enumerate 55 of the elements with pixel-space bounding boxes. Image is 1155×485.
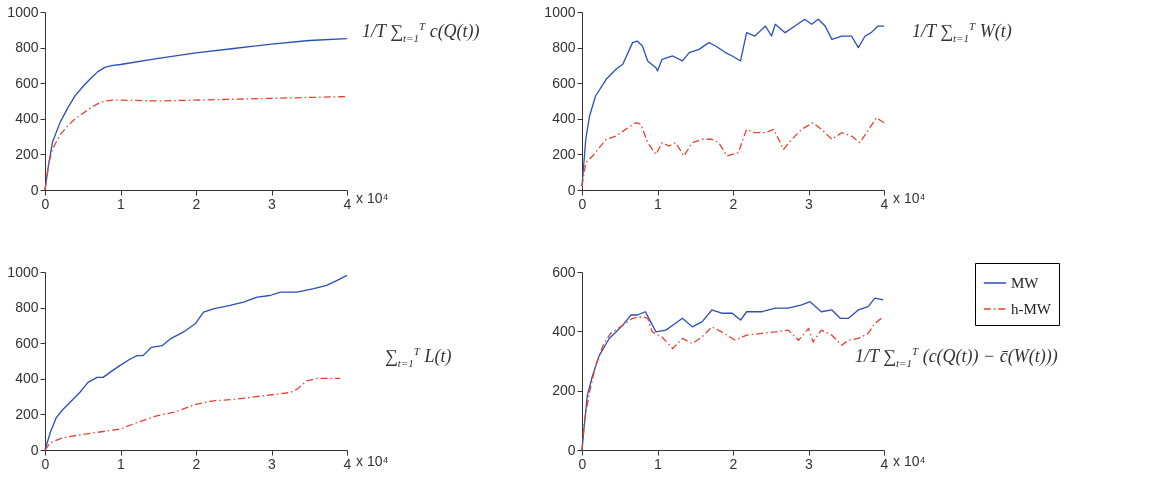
x-tick-label: 1 [117, 195, 126, 212]
x-tick-label: 2 [192, 195, 201, 212]
y-tick-label: 0 [567, 181, 576, 198]
x-tick-label: 0 [578, 195, 587, 212]
x-tick-label: 2 [729, 195, 738, 212]
y-tick-label: 1000 [7, 3, 39, 20]
x-tick-label: 1 [117, 455, 126, 472]
y-tick-label: 600 [15, 334, 39, 351]
x-tick-label: 3 [268, 195, 277, 212]
y-tick-label: 400 [15, 110, 39, 127]
y-tick-label: 0 [30, 181, 39, 198]
y-tick-label: 0 [567, 441, 576, 458]
x-tick-label: 0 [578, 455, 587, 472]
x-tick-label: 0 [41, 195, 50, 212]
text: x 10⁴ [356, 190, 389, 206]
x-tick-label: 4 [880, 195, 889, 212]
y-tick-label: 600 [552, 74, 576, 91]
y-tick-label: 800 [15, 299, 39, 316]
y-tick-label: 0 [30, 441, 39, 458]
annotation: 1/T ∑$_{t=1}$$^{T}$ (c(Q(t)) − c̄(W(t))) [855, 345, 1058, 369]
text: x 10⁴ [893, 453, 926, 469]
text: x 10⁴ [893, 190, 926, 206]
line-series [44, 377, 341, 451]
y-tick-label: 400 [15, 370, 39, 387]
x-tick-label: 4 [343, 455, 352, 472]
x-tick-label: 2 [192, 455, 201, 472]
y-tick-label: 200 [15, 405, 39, 422]
y-tick-label: 1000 [7, 263, 39, 280]
y-tick-label: 600 [552, 263, 576, 280]
x-tick-label: 1 [654, 455, 663, 472]
y-tick-label: 200 [552, 145, 576, 162]
x-tick-label: 3 [805, 455, 814, 472]
x-tick-label: 3 [268, 455, 277, 472]
text: 1/T ∑$_{t=1}$$^{T}$ c(Q(t)) [362, 20, 480, 44]
y-tick-label: 600 [15, 74, 39, 91]
y-tick-label: 400 [552, 322, 576, 339]
x-tick-label: 1 [654, 195, 663, 212]
x-tick-label: 4 [880, 455, 889, 472]
x-tick-label: 0 [41, 455, 50, 472]
y-tick-label: 1000 [544, 3, 576, 20]
line-series [581, 117, 885, 187]
y-tick-label: 200 [552, 382, 576, 399]
text: ∑$_{t=1}$$^{T}$ L(t) [385, 345, 452, 369]
text: x 10⁴ [356, 453, 389, 469]
y-tick-label: 400 [552, 110, 576, 127]
y-tick-label: 200 [15, 145, 39, 162]
x-tick-label: 4 [343, 195, 352, 212]
x-tick-label: 3 [805, 195, 814, 212]
y-tick-label: 800 [15, 39, 39, 56]
y-tick-label: 800 [552, 39, 576, 56]
x-tick-label: 2 [729, 455, 738, 472]
legend-label: h-MW [1011, 301, 1052, 317]
line-series [581, 18, 885, 187]
legend-label: MW [1011, 275, 1040, 291]
text: 1/T ∑$_{t=1}$$^{T}$ W(t) [912, 20, 1012, 44]
